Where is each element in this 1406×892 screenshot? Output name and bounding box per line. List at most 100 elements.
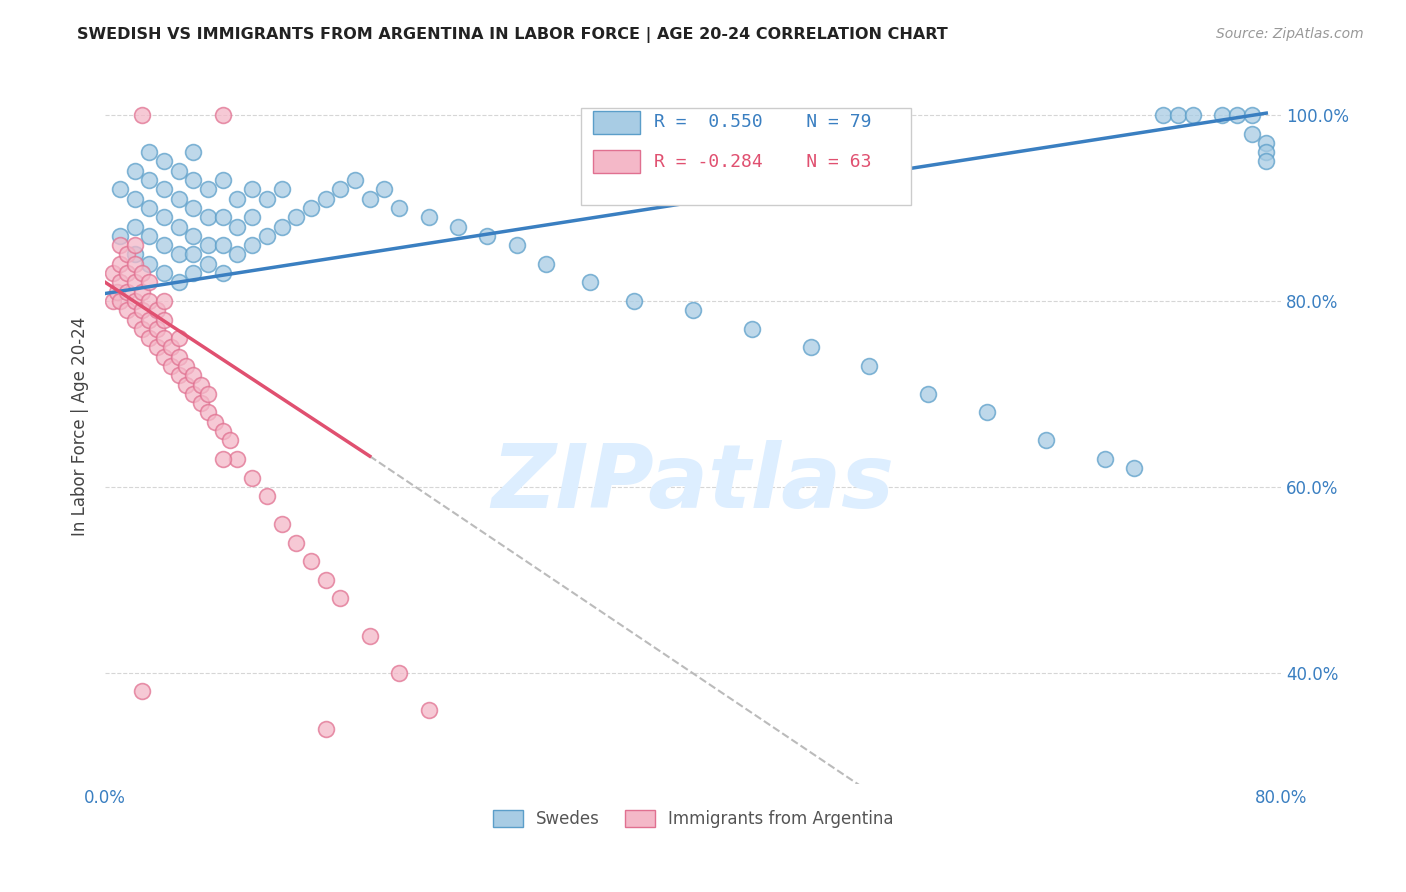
Point (153, 182, 176, 196)
Point (101, 266, 124, 280)
Point (329, 591, 352, 606)
Text: R =  0.550    N = 79: R = 0.550 N = 79 (654, 113, 872, 131)
Point (240, 182, 263, 196)
Point (131, 322, 153, 336)
Point (124, 247, 146, 261)
Point (183, 368, 205, 383)
Point (1256, 136, 1278, 150)
Point (477, 228, 499, 243)
Point (183, 201, 205, 215)
Point (117, 266, 139, 280)
Point (1240, 108, 1263, 122)
Point (858, 359, 880, 373)
Point (153, 293, 176, 308)
Point (1256, 154, 1278, 169)
Point (183, 247, 205, 261)
Point (117, 285, 139, 299)
Point (124, 219, 146, 234)
Point (108, 276, 131, 290)
Point (197, 387, 219, 401)
Point (623, 293, 645, 308)
Point (108, 293, 131, 308)
Point (183, 266, 205, 280)
Point (240, 211, 263, 225)
Point (388, 201, 411, 215)
Point (211, 211, 233, 225)
Point (190, 377, 212, 392)
Point (285, 535, 308, 549)
Text: ZIPatlas: ZIPatlas (492, 440, 894, 527)
Point (373, 182, 395, 196)
Point (167, 163, 190, 178)
Point (329, 182, 352, 196)
Point (741, 322, 763, 336)
Point (534, 257, 557, 271)
Point (145, 340, 167, 354)
Point (190, 396, 212, 410)
Point (315, 573, 337, 587)
Point (131, 266, 153, 280)
Point (167, 192, 190, 206)
Point (138, 257, 160, 271)
Point (447, 219, 470, 234)
Point (1035, 434, 1057, 448)
Point (131, 684, 153, 698)
Point (226, 247, 249, 261)
Point (167, 350, 190, 364)
Point (108, 228, 131, 243)
Point (138, 145, 160, 160)
Point (299, 201, 322, 215)
Point (359, 192, 381, 206)
Point (124, 276, 146, 290)
Point (285, 211, 308, 225)
Y-axis label: In Labor Force | Age 20-24: In Labor Force | Age 20-24 (72, 317, 89, 536)
Point (226, 452, 249, 467)
Point (124, 257, 146, 271)
Point (197, 405, 219, 419)
Point (117, 303, 139, 318)
Point (138, 276, 160, 290)
Point (108, 257, 131, 271)
Point (211, 238, 233, 252)
Point (153, 331, 176, 345)
Point (197, 257, 219, 271)
Point (124, 293, 146, 308)
Point (138, 293, 160, 308)
Point (153, 350, 176, 364)
Point (138, 173, 160, 187)
Point (800, 340, 823, 354)
Point (1240, 127, 1263, 141)
Bar (593, 111, 640, 134)
Point (1123, 461, 1146, 475)
Point (1256, 145, 1278, 160)
Point (299, 554, 322, 568)
Point (682, 303, 704, 318)
Point (174, 377, 197, 392)
Point (167, 247, 190, 261)
Point (917, 387, 939, 401)
Point (153, 154, 176, 169)
Point (145, 322, 167, 336)
Point (101, 293, 124, 308)
Point (117, 247, 139, 261)
Point (344, 173, 367, 187)
Point (211, 108, 233, 122)
Point (219, 434, 242, 448)
Point (418, 211, 440, 225)
Point (315, 192, 337, 206)
Point (138, 312, 160, 326)
Point (270, 182, 292, 196)
Point (226, 192, 249, 206)
Point (167, 331, 190, 345)
Point (183, 145, 205, 160)
Point (183, 387, 205, 401)
Point (131, 303, 153, 318)
Point (124, 312, 146, 326)
Point (183, 173, 205, 187)
Point (124, 192, 146, 206)
Point (174, 359, 197, 373)
Point (1167, 108, 1189, 122)
Point (131, 108, 153, 122)
Point (388, 665, 411, 680)
Point (197, 182, 219, 196)
